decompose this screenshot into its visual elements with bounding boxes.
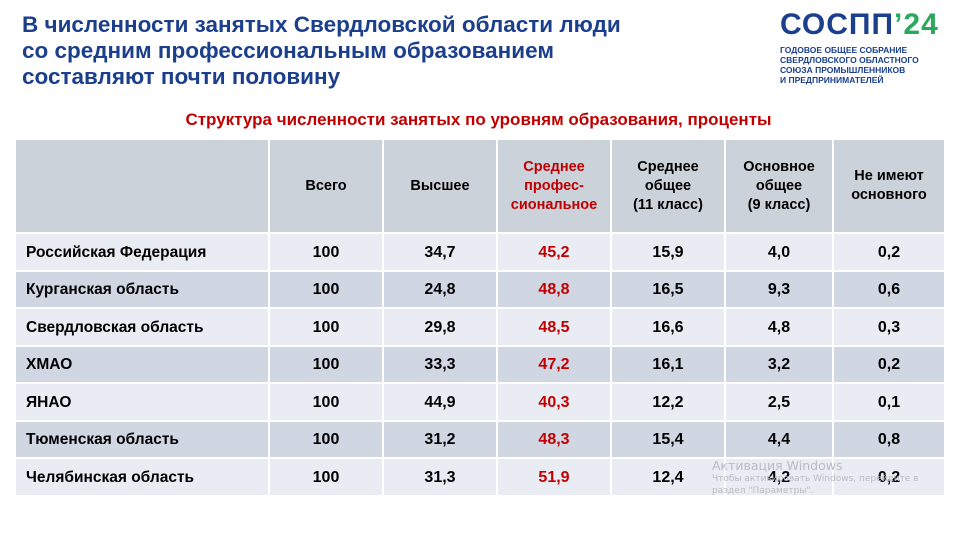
row-region: ХМАО	[14, 344, 270, 384]
header-no-basic: Не имеют основного	[832, 138, 946, 234]
cell-secondary-general: 16,1	[610, 344, 726, 384]
cell-secondary-general: 12,2	[610, 382, 726, 422]
cell-basic-general: 2,5	[724, 382, 834, 422]
logo-word-accent: ’24	[894, 8, 939, 41]
cell-basic-general: 4,4	[724, 419, 834, 459]
cell-higher: 44,9	[382, 382, 498, 422]
header-region	[14, 138, 270, 234]
table-header-row: Всего Высшее Среднее профес- сиональное …	[14, 138, 946, 234]
cell-total: 100	[268, 232, 384, 272]
cell-basic-general: 4,2	[724, 457, 834, 497]
table-row: Курганская область 100 24,8 48,8 16,5 9,…	[14, 269, 946, 309]
row-region: Курганская область	[14, 269, 270, 309]
table-subtitle: Структура численности занятых по уровням…	[185, 110, 772, 129]
cell-no-basic: 0,1	[832, 382, 946, 422]
table-row: Челябинская область 100 31,3 51,9 12,4 4…	[14, 457, 946, 497]
cell-total: 100	[268, 269, 384, 309]
cell-basic-general: 9,3	[724, 269, 834, 309]
cell-total: 100	[268, 382, 384, 422]
cell-secondary-professional: 47,2	[496, 344, 612, 384]
cell-secondary-general: 16,5	[610, 269, 726, 309]
cell-secondary-professional: 48,8	[496, 269, 612, 309]
cell-secondary-general: 12,4	[610, 457, 726, 497]
cell-no-basic: 0,2	[832, 457, 946, 497]
header-total: Всего	[268, 138, 384, 234]
cell-no-basic: 0,3	[832, 307, 946, 347]
table-row: Российская Федерация 100 34,7 45,2 15,9 …	[14, 232, 946, 272]
cell-higher: 33,3	[382, 344, 498, 384]
cell-basic-general: 4,8	[724, 307, 834, 347]
cell-basic-general: 4,0	[724, 232, 834, 272]
cell-higher: 31,2	[382, 419, 498, 459]
header-higher: Высшее	[382, 138, 498, 234]
row-region: Челябинская область	[14, 457, 270, 497]
header-basic-general: Основное общее (9 класс)	[724, 138, 834, 234]
slide-title-text: В численности занятых Свердловской облас…	[22, 12, 621, 89]
cell-total: 100	[268, 457, 384, 497]
cell-higher: 31,3	[382, 457, 498, 497]
cell-secondary-general: 16,6	[610, 307, 726, 347]
cell-no-basic: 0,2	[832, 232, 946, 272]
row-region: Свердловская область	[14, 307, 270, 347]
row-region: ЯНАО	[14, 382, 270, 422]
cell-secondary-professional: 45,2	[496, 232, 612, 272]
logo-word-main: СОСПП	[780, 8, 895, 41]
education-structure-table: Всего Высшее Среднее профес- сиональное …	[14, 138, 946, 497]
cell-no-basic: 0,2	[832, 344, 946, 384]
header-secondary-general: Среднее общее (11 класс)	[610, 138, 726, 234]
cell-secondary-professional: 40,3	[496, 382, 612, 422]
cell-secondary-general: 15,4	[610, 419, 726, 459]
logo-wordmark: СОСПП’24	[780, 8, 950, 42]
slide-title: В численности занятых Свердловской облас…	[22, 12, 722, 90]
table-row: Тюменская область 100 31,2 48,3 15,4 4,4…	[14, 419, 946, 459]
table-row: Свердловская область 100 29,8 48,5 16,6 …	[14, 307, 946, 347]
cell-secondary-professional: 48,3	[496, 419, 612, 459]
row-region: Тюменская область	[14, 419, 270, 459]
table-row: ЯНАО 100 44,9 40,3 12,2 2,5 0,1	[14, 382, 946, 422]
cell-higher: 29,8	[382, 307, 498, 347]
cell-secondary-professional: 48,5	[496, 307, 612, 347]
cell-total: 100	[268, 419, 384, 459]
windows-activation-watermark: Активация Windows Чтобы активировать Win…	[712, 458, 952, 497]
cell-total: 100	[268, 344, 384, 384]
cell-total: 100	[268, 307, 384, 347]
sospp-logo: СОСПП’24 ГОДОВОЕ ОБЩЕЕ СОБРАНИЕ СВЕРДЛОВ…	[780, 8, 950, 85]
table-row: ХМАО 100 33,3 47,2 16,1 3,2 0,2	[14, 344, 946, 384]
logo-caption: ГОДОВОЕ ОБЩЕЕ СОБРАНИЕ СВЕРДЛОВСКОГО ОБЛ…	[780, 45, 919, 85]
row-region: Российская Федерация	[14, 232, 270, 272]
cell-no-basic: 0,6	[832, 269, 946, 309]
cell-basic-general: 3,2	[724, 344, 834, 384]
cell-higher: 34,7	[382, 232, 498, 272]
cell-secondary-professional: 51,9	[496, 457, 612, 497]
header-secondary-professional: Среднее профес- сиональное	[496, 138, 612, 234]
cell-secondary-general: 15,9	[610, 232, 726, 272]
watermark-text: Чтобы активировать Windows, перейдите в …	[712, 474, 919, 496]
cell-no-basic: 0,8	[832, 419, 946, 459]
cell-higher: 24,8	[382, 269, 498, 309]
watermark-title: Активация Windows	[712, 458, 843, 473]
